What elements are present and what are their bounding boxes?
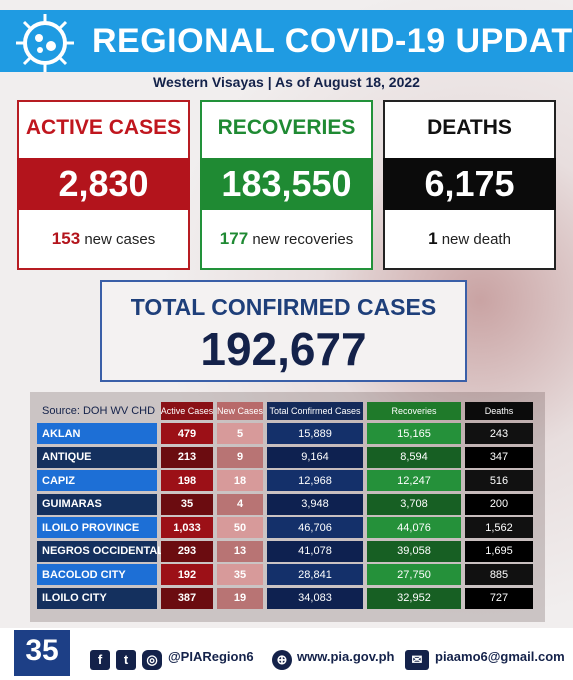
- table-cell: 32,952: [367, 587, 461, 609]
- table-cell: 3,708: [367, 493, 461, 515]
- table-cell: 198: [161, 470, 213, 491]
- column-header: New Cases: [217, 402, 263, 420]
- table-cell: 9,164: [267, 446, 363, 468]
- new-count: 1: [428, 229, 438, 248]
- card-value: 6,175: [383, 158, 556, 210]
- table-cell: 46,706: [267, 517, 363, 538]
- facebook-icon[interactable]: f: [90, 650, 110, 670]
- table-cell: 387: [161, 587, 213, 609]
- row-label: AKLAN: [37, 423, 157, 444]
- new-count: 177: [219, 229, 249, 248]
- card-label: ACTIVE CASES: [25, 116, 182, 139]
- table-cell: 50: [217, 517, 263, 538]
- table-cell: 1,695: [465, 540, 533, 562]
- twitter-icon[interactable]: t: [116, 650, 136, 670]
- column-header: Recoveries: [367, 402, 461, 420]
- table-cell: 885: [465, 564, 533, 585]
- column-header: Total Confirmed Cases: [267, 402, 363, 420]
- new-text: new recoveries: [252, 231, 354, 248]
- table-cell: 35: [217, 564, 263, 585]
- table-cell: 12,247: [367, 470, 461, 491]
- table-cell: 35: [161, 493, 213, 515]
- table-cell: 28,841: [267, 564, 363, 585]
- table-cell: 4: [217, 493, 263, 515]
- row-label: NEGROS OCCIDENTAL: [37, 540, 164, 562]
- table-cell: 8,594: [367, 446, 461, 468]
- title-banner: [0, 10, 573, 72]
- row-label: ILOILO CITY: [37, 587, 157, 609]
- table-cell: 192: [161, 564, 213, 585]
- instagram-icon[interactable]: ◎: [142, 650, 162, 670]
- card-new: 153 new cases: [19, 229, 188, 249]
- row-label: BACOLOD CITY: [37, 564, 157, 585]
- row-label: CAPIZ: [37, 470, 157, 491]
- card-label: DEATHS: [427, 116, 512, 139]
- new-text: new cases: [84, 231, 156, 248]
- new-count: 153: [51, 229, 81, 248]
- table-cell: 27,750: [367, 564, 461, 585]
- active-card: ACTIVE CASES 2,830 153 new cases: [17, 100, 190, 270]
- recoveries-card: RECOVERIES 183,550 177 new recoveries: [200, 100, 373, 270]
- table-cell: 39,058: [367, 540, 461, 562]
- social-handle[interactable]: @PIARegion6: [168, 649, 254, 664]
- card-value: 183,550: [200, 158, 373, 210]
- table-source: Source: DOH WV CHD: [42, 405, 156, 417]
- row-label: ILOILO PROVINCE: [37, 517, 157, 538]
- title: REGIONAL COVID-19 UPDATE: [92, 22, 573, 60]
- table-cell: 34,083: [267, 587, 363, 609]
- table-cell: 15,165: [367, 423, 461, 444]
- table-cell: 13: [217, 540, 263, 562]
- mail-icon[interactable]: ✉: [405, 650, 429, 670]
- column-header: Deaths: [465, 402, 533, 420]
- subtitle: Western Visayas | As of August 18, 2022: [153, 74, 420, 90]
- virus-icon: [16, 14, 74, 72]
- table-cell: 213: [161, 446, 213, 468]
- email[interactable]: piaamo6@gmail.com: [435, 649, 565, 664]
- table-cell: 1,033: [161, 517, 213, 538]
- card-value: 2,830: [17, 158, 190, 210]
- card-new: 177 new recoveries: [202, 229, 371, 249]
- table-cell: 12,968: [267, 470, 363, 491]
- table-cell: 479: [161, 423, 213, 444]
- table-cell: 243: [465, 423, 533, 444]
- card-new: 1 new death: [385, 229, 554, 249]
- total-value: 192,677: [200, 323, 367, 375]
- table-cell: 9: [217, 446, 263, 468]
- deaths-card: DEATHS 6,175 1 new death: [383, 100, 556, 270]
- table-cell: 293: [161, 540, 213, 562]
- table-cell: 15,889: [267, 423, 363, 444]
- table-cell: 200: [465, 493, 533, 515]
- data-table: Source: DOH WV CHD Active Cases New Cases T…: [30, 392, 545, 622]
- row-label: ANTIQUE: [37, 446, 157, 468]
- table-cell: 1,562: [465, 517, 533, 538]
- table-cell: 44,076: [367, 517, 461, 538]
- table-cell: 18: [217, 470, 263, 491]
- table-cell: 347: [465, 446, 533, 468]
- pia-logo: 35: [14, 630, 70, 676]
- table-cell: 727: [465, 587, 533, 609]
- web-icon[interactable]: ⊕: [272, 650, 292, 670]
- website[interactable]: www.pia.gov.ph: [297, 649, 395, 664]
- total-box: TOTAL CONFIRMED CASES 192,677: [100, 280, 467, 382]
- new-text: new death: [441, 231, 511, 248]
- table-cell: 19: [217, 587, 263, 609]
- total-label: TOTAL CONFIRMED CASES: [130, 294, 437, 320]
- table-cell: 5: [217, 423, 263, 444]
- table-cell: 3,948: [267, 493, 363, 515]
- card-label: RECOVERIES: [217, 116, 356, 139]
- table-cell: 41,078: [267, 540, 363, 562]
- column-header: Active Cases: [161, 402, 213, 420]
- row-label: GUIMARAS: [37, 493, 157, 515]
- table-cell: 516: [465, 470, 533, 491]
